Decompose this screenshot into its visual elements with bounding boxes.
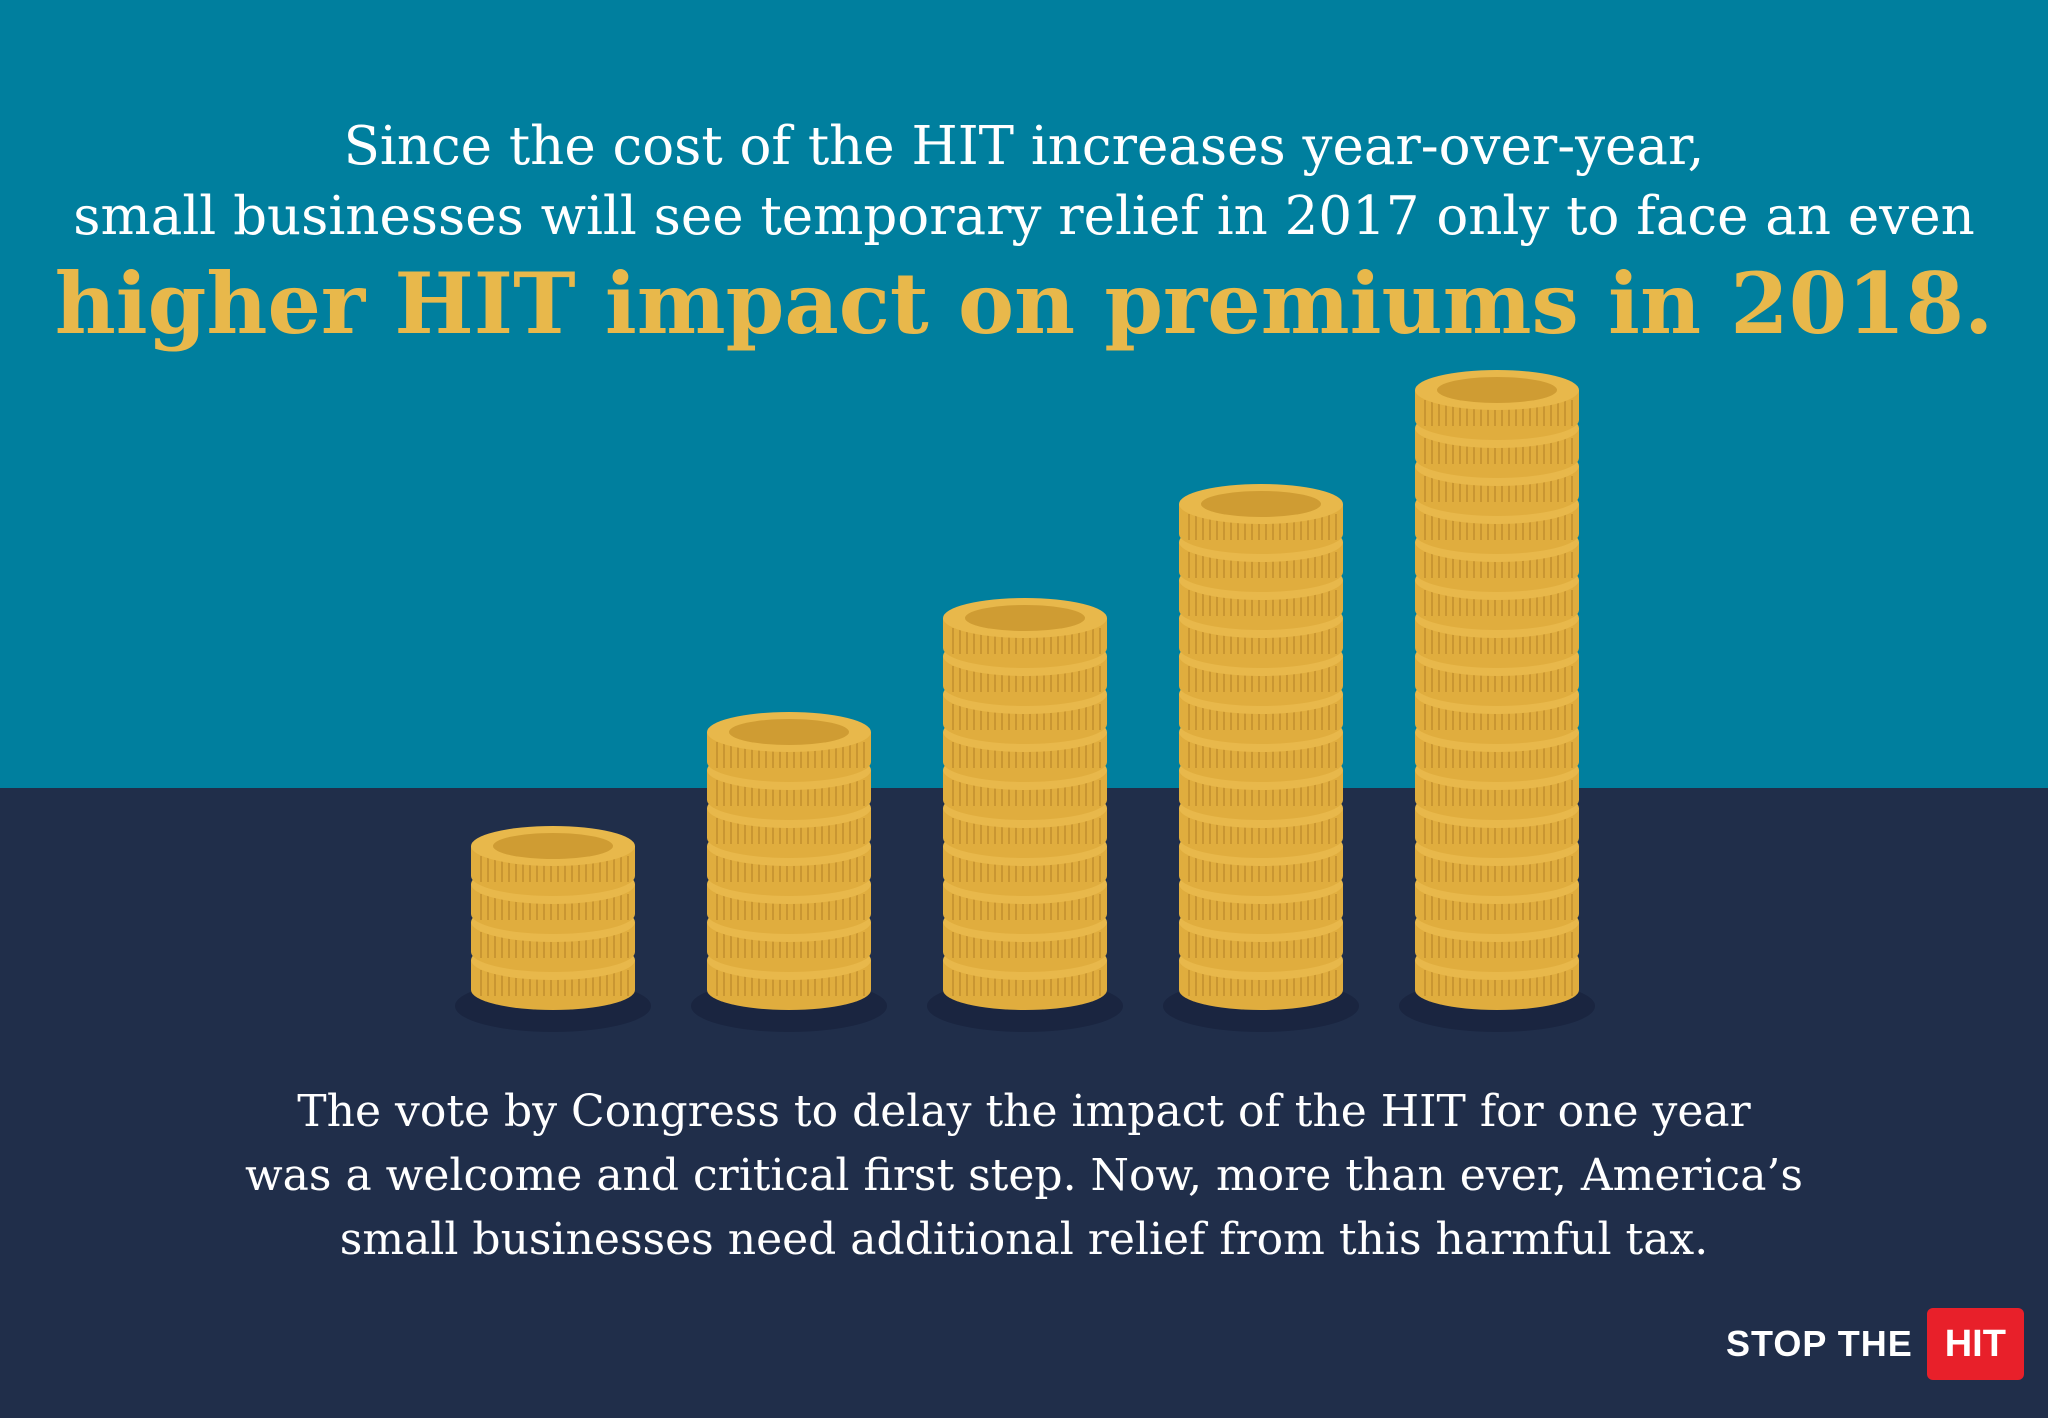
body-paragraph: The vote by Congress to delay the impact… — [0, 1080, 2048, 1272]
stop-the-hit-logo: STOP THE HIT — [1726, 1308, 2024, 1380]
body-line-1: The vote by Congress to delay the impact… — [297, 1086, 1751, 1137]
coin-stack — [1163, 484, 1359, 1032]
headline-line-2: small businesses will see temporary reli… — [73, 186, 1975, 247]
coin-top-inner — [965, 605, 1085, 631]
coin-stack — [455, 826, 651, 1032]
coin-top-inner — [729, 719, 849, 745]
body-line-3: small businesses need additional relief … — [339, 1214, 1709, 1265]
coin-stack — [691, 712, 887, 1032]
coin-stack — [1399, 370, 1595, 1032]
coin-top-inner — [1437, 377, 1557, 403]
logo-text: STOP THE — [1726, 1323, 1913, 1364]
coin-stack — [927, 598, 1123, 1032]
logo-hit-badge: HIT — [1926, 1308, 2024, 1380]
coin-top-inner — [1201, 491, 1321, 517]
body-line-2: was a welcome and critical first step. N… — [244, 1150, 1803, 1201]
headline-line-1: Since the cost of the HIT increases year… — [343, 116, 1705, 177]
headline-emphasis: higher HIT impact on premiums in 2018. — [54, 254, 1994, 353]
coin-top-inner — [493, 833, 613, 859]
